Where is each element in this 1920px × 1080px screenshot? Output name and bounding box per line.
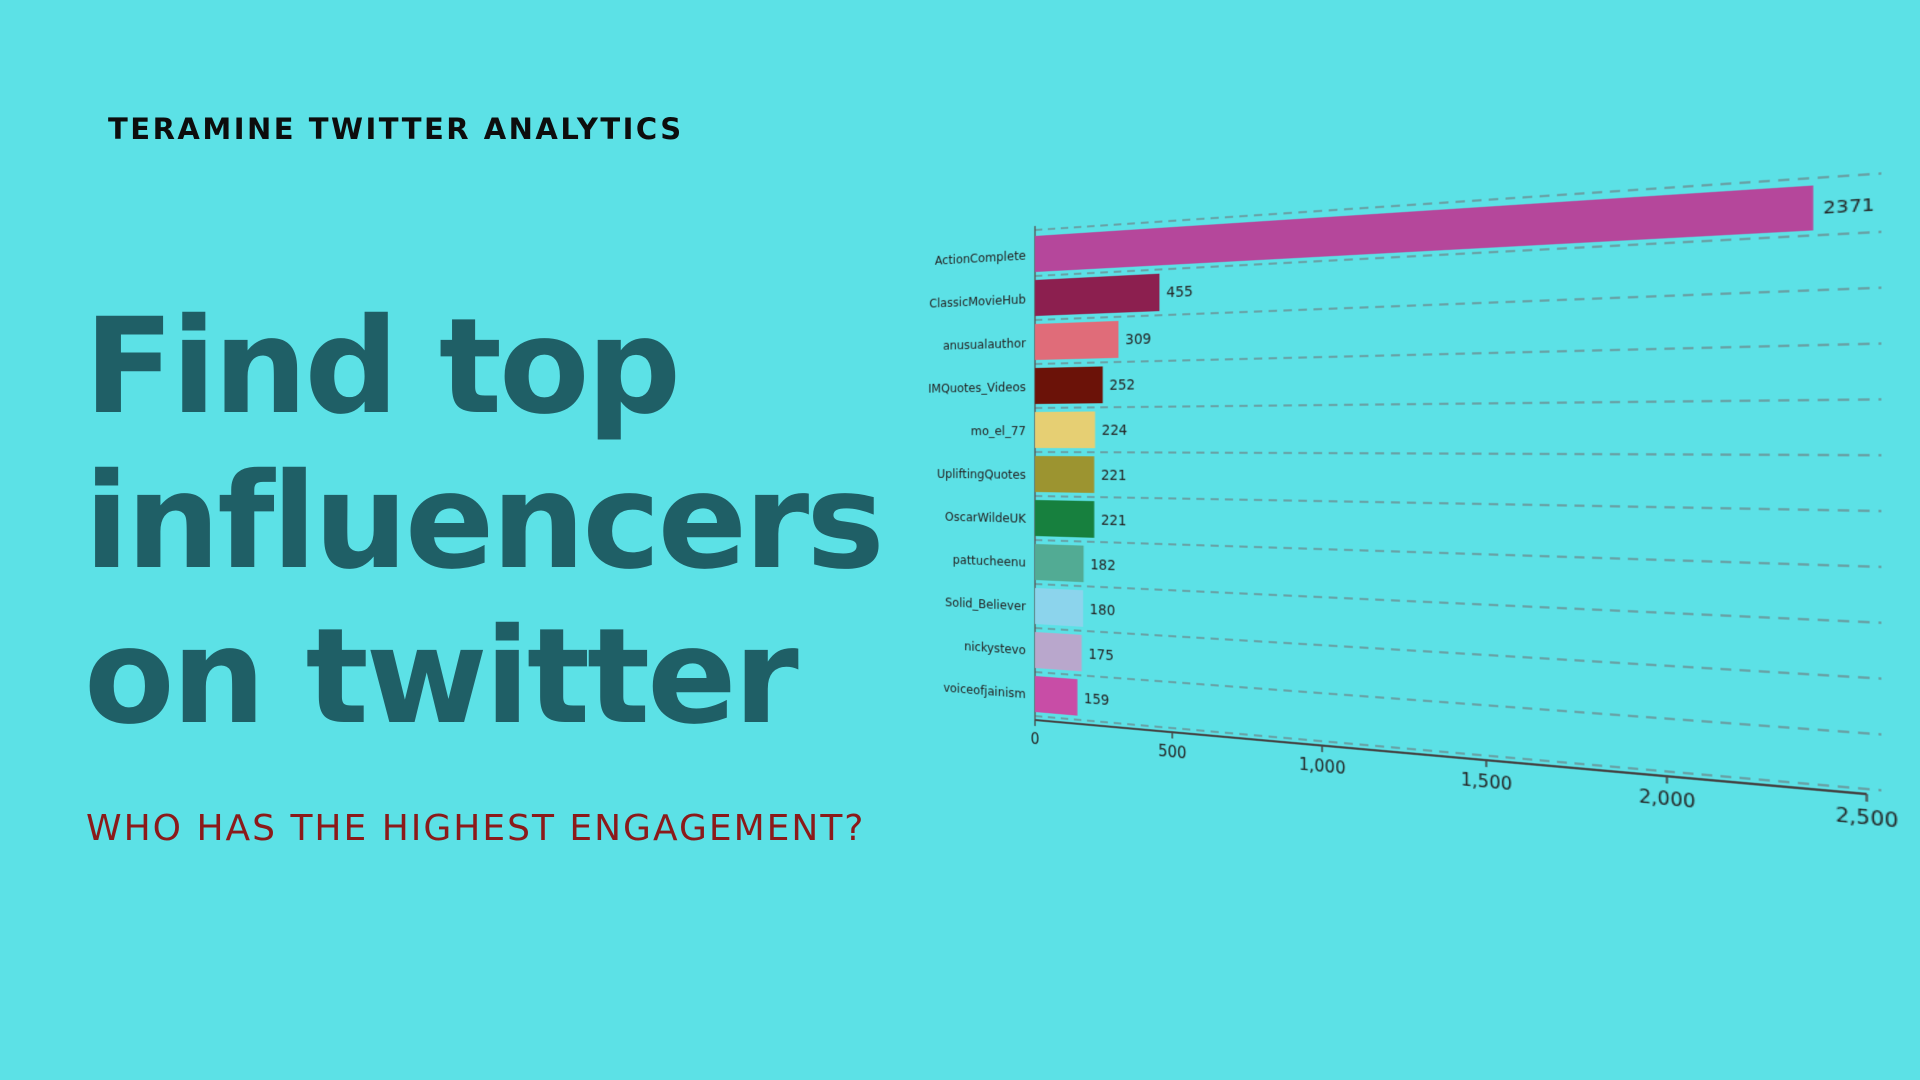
value-label: 182 [1090,557,1115,574]
chart-plane: 2371 ActionComplete 455 ClassicMovieHub 309 a… [883,64,1920,958]
value-label: 224 [1102,423,1128,440]
category-label: IMQuotes_Videos [928,379,1026,395]
bar-UpliftingQuotes [1035,456,1095,493]
chart-svg: 2371 ActionComplete 455 ClassicMovieHub 309 a… [928,64,1899,833]
bar-mo_el_77 [1035,411,1096,449]
bar-ClassicMovieHub [1035,273,1160,316]
brand-title: TERAMINE TWITTER ANALYTICS [108,112,684,146]
headline-line-2: influencers [84,445,885,599]
headline: Find top influencers on twitter [84,290,885,755]
category-label: ClassicMovieHub [929,292,1026,311]
category-label: pattucheenu [953,552,1026,570]
category-label: OscarWildeUK [945,509,1027,526]
x-tick-label: 500 [1158,743,1186,764]
bar-voiceofjainism [1035,676,1078,716]
gridline [1035,288,1881,320]
headline-line-3: on twitter [84,600,799,754]
value-label: 455 [1166,284,1193,302]
category-label: anusualauthor [943,336,1026,353]
gridline [1035,344,1881,364]
subheadline: WHO HAS THE HIGHEST ENGAGEMENT? [86,808,866,849]
bar-anusualauthor [1035,320,1119,360]
headline-line-1: Find top [84,290,681,444]
gridline [1035,628,1881,679]
bar-pattucheenu [1035,544,1084,583]
gridline [1035,672,1881,734]
bar-IMQuotes_Videos [1035,366,1103,404]
gridline [1035,540,1881,567]
category-label: mo_el_77 [971,423,1026,438]
gridline [1035,399,1881,408]
value-label: 309 [1125,331,1151,348]
x-tick-label: 2,000 [1639,787,1696,813]
value-label: 2371 [1823,196,1875,219]
category-label: voiceofjainism [943,680,1026,701]
category-label: ActionComplete [935,248,1026,268]
value-label: 221 [1101,513,1127,530]
x-tick-label: 0 [1031,731,1040,749]
value-label: 159 [1084,691,1109,709]
bar-Solid_Believer [1035,588,1084,627]
value-label: 221 [1101,468,1127,485]
influencer-bar-chart: 2371 ActionComplete 455 ClassicMovieHub 309 a… [860,150,1898,840]
x-tick-label: 1,000 [1299,756,1346,779]
category-label: UpliftingQuotes [937,466,1026,482]
bar-nickystevo [1035,632,1082,672]
bar-ActionComplete [1035,185,1814,272]
category-label: nickystevo [964,639,1026,658]
value-label: 180 [1090,602,1115,620]
value-label: 175 [1088,647,1113,665]
x-tick-label: 2,500 [1836,805,1899,833]
bar-OscarWildeUK [1035,500,1095,538]
gridline [1035,584,1881,623]
category-label: Solid_Believer [945,595,1026,614]
gridline [1035,452,1881,455]
value-label: 252 [1109,377,1135,394]
gridline [1035,496,1881,511]
x-tick-label: 1,500 [1461,771,1512,795]
